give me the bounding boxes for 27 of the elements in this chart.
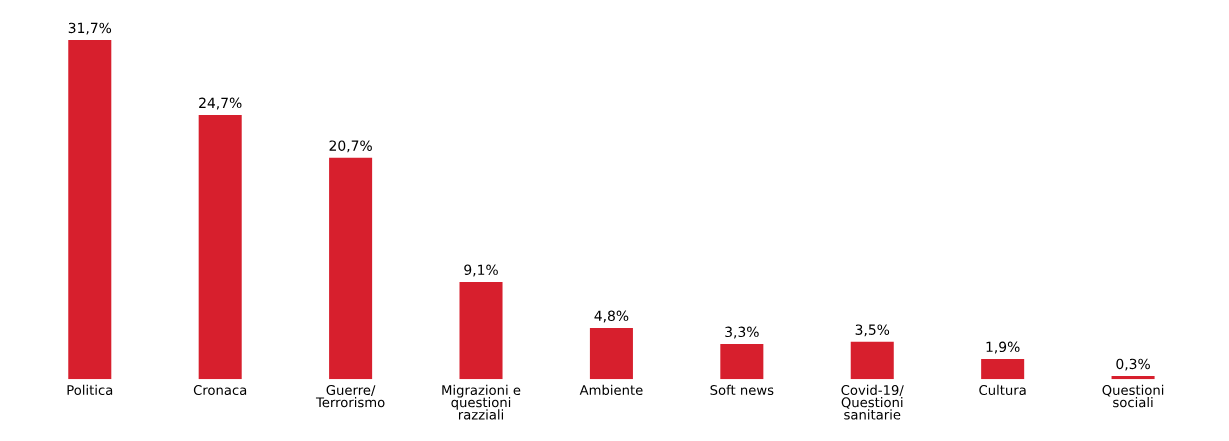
bar (589, 327, 633, 380)
bar (1111, 376, 1155, 380)
x-tick-label: Ambiente (579, 384, 643, 396)
x-tick-label: Guerre/ Terrorismo (315, 385, 385, 408)
bar (68, 40, 112, 380)
data-label: 9,1% (464, 264, 498, 277)
data-label: 3,5% (855, 324, 890, 337)
data-label: 20,7% (329, 140, 372, 153)
x-tick-label: Covid-19/ Questioni sanitarie (841, 384, 904, 420)
data-label: 1,9% (986, 341, 1020, 354)
x-tick-label: Politica (67, 384, 113, 396)
x-tick-label: Cultura (979, 384, 1026, 396)
bar (850, 341, 894, 380)
x-tick-label: Migrazioni e questioni razziali (442, 384, 521, 420)
data-label: 4,8% (594, 310, 629, 323)
x-tick-label: Soft news (710, 384, 774, 396)
bar (459, 281, 503, 380)
data-label: 31,7% (68, 22, 112, 35)
x-tick-label: Cronaca (193, 385, 247, 396)
data-label: 3,3% (725, 326, 759, 339)
x-tick-label: Questioni sociali (1102, 384, 1164, 408)
bar (198, 114, 242, 380)
data-label: 24,7% (199, 97, 242, 110)
data-label: 0,3% (1116, 358, 1150, 371)
bar (329, 157, 373, 380)
bar (981, 358, 1025, 380)
bar (720, 343, 764, 380)
